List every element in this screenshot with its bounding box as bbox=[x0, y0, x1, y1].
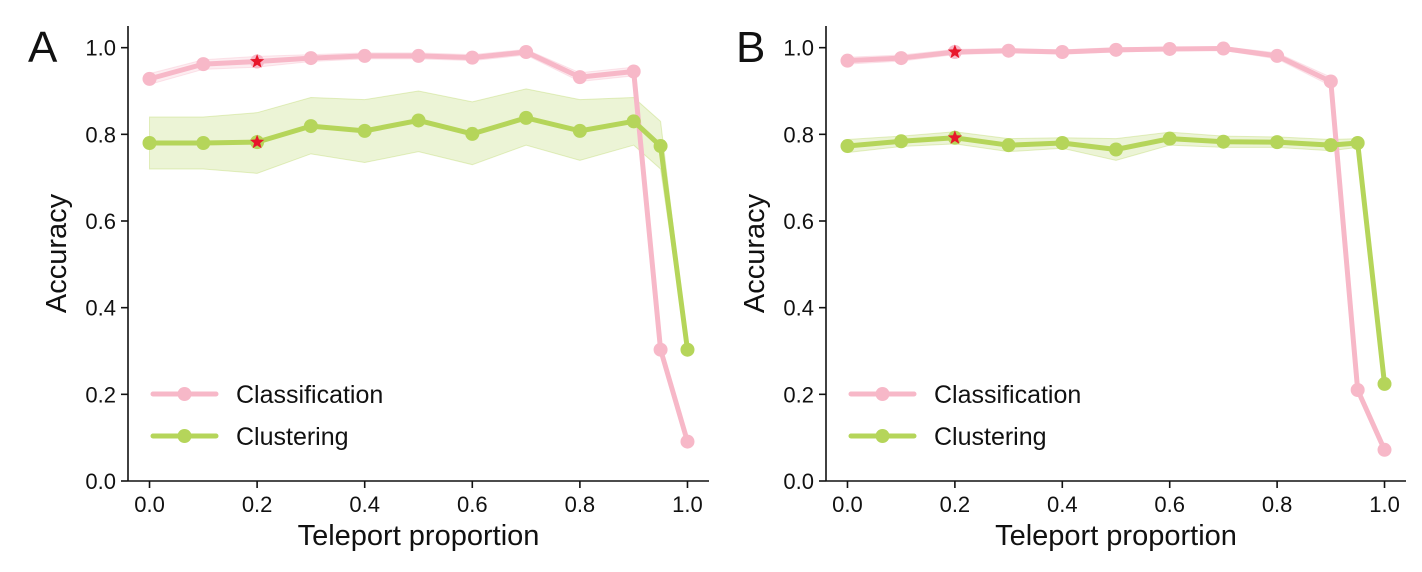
classification-highlight-star bbox=[947, 44, 963, 59]
panel-letter: B bbox=[736, 23, 765, 72]
clustering-point bbox=[1377, 376, 1392, 391]
x-tick-label: 0.0 bbox=[134, 492, 165, 517]
x-tick-label: 0.6 bbox=[457, 492, 488, 517]
classification-point bbox=[572, 70, 587, 85]
legend-classification-marker bbox=[875, 387, 890, 401]
x-tick-label: 1.0 bbox=[1369, 492, 1400, 517]
classification-point bbox=[680, 434, 695, 449]
clustering-point bbox=[357, 123, 372, 138]
classification-point bbox=[1216, 41, 1231, 56]
clustering-point bbox=[411, 113, 426, 128]
classification-point bbox=[1055, 45, 1070, 59]
clustering-point bbox=[1055, 136, 1070, 150]
classification-point bbox=[1270, 48, 1285, 63]
clustering-point bbox=[196, 136, 211, 150]
x-axis-label: Teleport proportion bbox=[298, 520, 540, 552]
classification-point bbox=[303, 51, 318, 66]
legend-classification-marker bbox=[177, 387, 192, 401]
x-tick-label: 0.8 bbox=[565, 492, 596, 517]
y-tick-label: 0.4 bbox=[85, 296, 116, 321]
clustering-point bbox=[1270, 135, 1285, 150]
clustering-point bbox=[465, 126, 480, 141]
y-axis-label: Accuracy bbox=[739, 193, 771, 313]
clustering-point bbox=[653, 139, 668, 154]
classification-point bbox=[653, 342, 668, 357]
panel-b: B 0.0 0.2 0.4 0.6 0.8 1.0 0.0 0.2 0.4 0.6 0.8 1.0 Tel… bbox=[736, 23, 1406, 552]
y-tick-label: 1.0 bbox=[85, 36, 116, 61]
y-tick-label: 0.0 bbox=[783, 469, 814, 494]
clustering-point bbox=[840, 139, 855, 154]
classification-point bbox=[1109, 42, 1123, 57]
classification-point bbox=[1350, 383, 1365, 397]
classification-line bbox=[844, 46, 1388, 453]
classification-point bbox=[840, 53, 855, 68]
x-tick-label: 0.2 bbox=[242, 492, 273, 517]
legend-classification-label: Classification bbox=[236, 381, 383, 409]
x-tick-label: 0.6 bbox=[1154, 492, 1185, 517]
clustering-point bbox=[1109, 142, 1123, 157]
legend-clustering-marker bbox=[875, 429, 890, 443]
clustering-point bbox=[894, 134, 909, 149]
x-axis-label: Teleport proportion bbox=[995, 520, 1237, 552]
y-tick-label: 0.6 bbox=[85, 209, 116, 234]
clustering-point bbox=[519, 110, 534, 125]
y-tick-label: 0.2 bbox=[783, 382, 814, 407]
legend-clustering-label: Clustering bbox=[934, 423, 1047, 451]
classification-point bbox=[1323, 74, 1338, 89]
clustering-point bbox=[142, 136, 157, 150]
panel-letter: A bbox=[28, 23, 58, 72]
classification-point bbox=[626, 64, 641, 79]
y-axis-label: Accuracy bbox=[41, 193, 73, 313]
clustering-point bbox=[1216, 134, 1231, 149]
y-tick-label: 0.8 bbox=[85, 122, 116, 147]
panel-a: A 0.0 0.2 0.4 0.6 0.8 1.0 0.0 0.2 0.4 0.6 0.8 1.0 Tel… bbox=[28, 23, 709, 552]
legend-clustering-label: Clustering bbox=[236, 423, 349, 451]
y-tick-label: 1.0 bbox=[783, 36, 814, 61]
classification-point bbox=[142, 71, 157, 86]
classification-highlight-star bbox=[249, 54, 265, 68]
clustering-point bbox=[1001, 138, 1016, 153]
clustering-point bbox=[680, 342, 695, 357]
clustering-line bbox=[844, 135, 1388, 387]
x-tick-label: 0.4 bbox=[1047, 492, 1078, 517]
y-tick-label: 0.8 bbox=[783, 122, 814, 147]
y-tick-label: 0.6 bbox=[783, 209, 814, 234]
y-tick-label: 0.2 bbox=[85, 382, 116, 407]
clustering-band bbox=[846, 131, 1386, 387]
classification-point bbox=[357, 48, 372, 63]
classification-point bbox=[465, 50, 480, 65]
y-tick-label: 0.0 bbox=[85, 469, 116, 494]
classification-point bbox=[1162, 41, 1177, 56]
clustering-point bbox=[1162, 131, 1177, 146]
classification-band bbox=[846, 46, 1386, 453]
legend-clustering-marker bbox=[177, 429, 192, 443]
classification-point bbox=[411, 48, 426, 63]
x-tick-label: 0.8 bbox=[1262, 492, 1293, 517]
classification-point bbox=[894, 51, 909, 66]
clustering-highlight-star bbox=[249, 134, 265, 149]
x-tick-label: 0.2 bbox=[940, 492, 971, 517]
clustering-point bbox=[1350, 136, 1365, 150]
legend-classification-label: Classification bbox=[934, 381, 1081, 409]
clustering-point bbox=[572, 123, 587, 138]
classification-point bbox=[1001, 43, 1016, 58]
classification-point bbox=[196, 57, 211, 72]
classification-point bbox=[519, 45, 534, 59]
clustering-point bbox=[1323, 138, 1338, 153]
x-tick-label: 0.4 bbox=[349, 492, 380, 517]
classification-point bbox=[1377, 442, 1392, 457]
x-tick-label: 0.0 bbox=[832, 492, 863, 517]
clustering-point bbox=[303, 119, 318, 134]
clustering-highlight-star bbox=[947, 130, 963, 144]
y-tick-label: 0.4 bbox=[783, 296, 814, 321]
x-tick-label: 1.0 bbox=[672, 492, 703, 517]
clustering-point bbox=[626, 114, 641, 129]
